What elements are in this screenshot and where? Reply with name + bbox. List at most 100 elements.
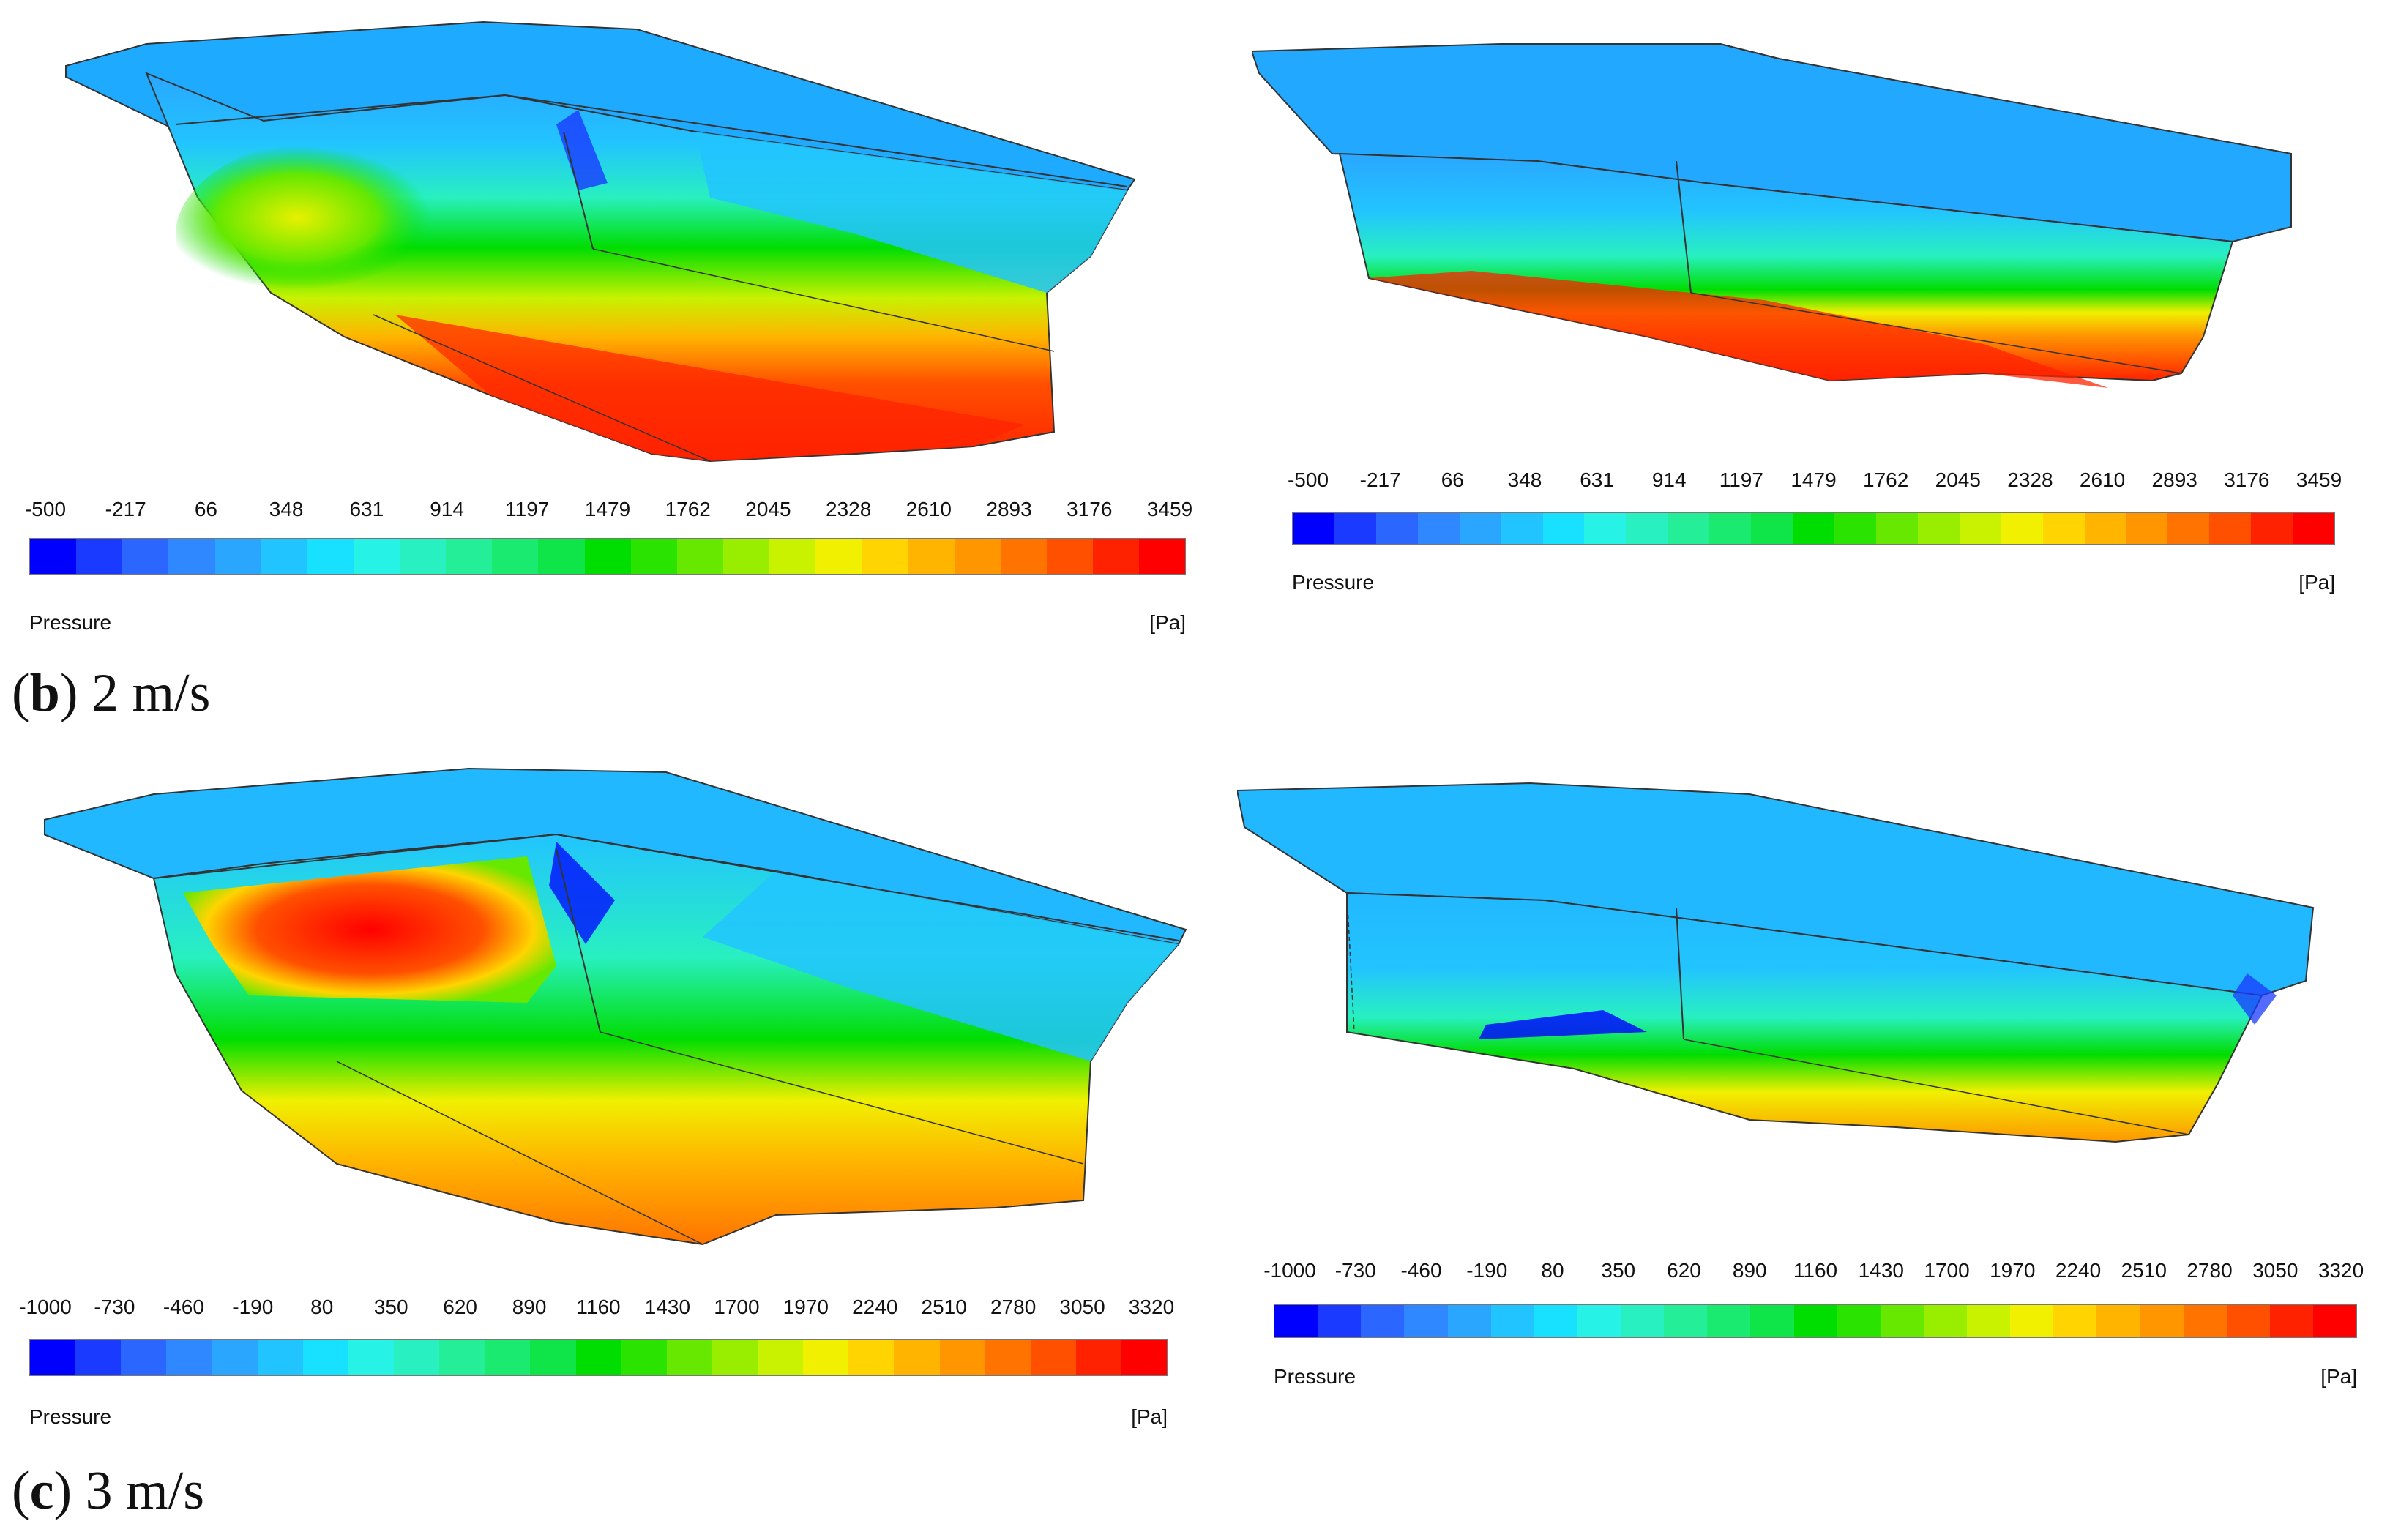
colorbar-tick-label: -217 [1359,468,1401,491]
colorbar-tick-label: -730 [94,1296,135,1318]
colorbar-swatch [2126,513,2168,544]
colorbar-tick-label: -190 [232,1296,274,1318]
colorbar-swatch [722,539,769,574]
hull-surface-c-right [1237,782,2315,1143]
colorbar-tick-label: 1430 [644,1296,691,1318]
colorbar-quantity-label: Pressure [29,1405,112,1428]
colorbar-swatch [985,1340,1031,1375]
colorbar-tick-label: 2045 [1935,468,1981,491]
colorbar-swatch [302,1340,348,1375]
colorbar-swatch [1751,513,1793,544]
colorbar-swatch [75,1340,122,1375]
colorbar-swatch [1293,513,1334,544]
colorbar-tick-label: 1479 [1790,468,1837,491]
colorbar-swatch [348,1340,394,1375]
colorbar-swatch [1361,1305,1405,1337]
colorbar-tick-label: -500 [24,498,67,520]
colorbar-tick-label: -1000 [19,1296,72,1318]
colorbar-swatch [2001,513,2043,544]
hull-contour-b-right [1252,29,2335,410]
colorbar-swatch [2209,513,2252,544]
colorbar-swatch [30,539,77,574]
colorbar-tick-label: 3176 [1067,498,1113,520]
colorbar-quantity-label: Pressure [1292,571,1375,594]
colorbar-swatch [758,1340,804,1375]
colorbar-tick-label: -190 [1466,1259,1508,1282]
colorbar-tick-label: 631 [1580,468,1614,491]
colorbar-swatch [168,539,215,574]
colorbar-tick-label: 1479 [584,498,631,520]
caption-c-text: 3 m/s [72,1461,205,1521]
colorbar-ticks: -500 -217 66 348 631 914 1197 1479 1762 2045 2328 2… [1288,468,2342,498]
colorbar-legend-c-left: -1000 -730 -460 -190 80 350 620 890 1160 1430 1700… [19,1296,1174,1435]
colorbar-tick-label: 2780 [2187,1259,2233,1282]
colorbar-tick-label: -460 [163,1296,204,1318]
colorbar-swatch [1577,1305,1621,1337]
colorbar-tick-label: 66 [1441,468,1464,491]
colorbar-tick-label: 350 [1601,1259,1636,1282]
colorbar-tick-label: 2893 [2151,468,2197,491]
colorbar-tick-label: 914 [430,498,464,520]
colorbar-swatch [630,539,677,574]
colorbar-swatch [400,539,447,574]
colorbar-swatch [1490,1305,1534,1337]
colorbar-swatch [212,1340,258,1375]
colorbar-tick-label: 890 [512,1296,547,1318]
colorbar-swatch [1750,1305,1794,1337]
hull-surface-b-right [1252,43,2292,388]
colorbar-tick-label: 1160 [1793,1259,1838,1282]
colorbar-tick-label: 2893 [986,498,1032,520]
colorbar-swatch [2226,1305,2270,1337]
colorbar-tick-label: 2510 [921,1296,967,1318]
colorbar-unit-label: [Pa] [2320,1365,2357,1388]
colorbar-swatch [2010,1305,2054,1337]
colorbar-swatch [1875,513,1918,544]
colorbar-tick-label: -1000 [1263,1259,1316,1282]
colorbar-swatch [2313,1305,2357,1337]
colorbar-tick-label: 1160 [576,1296,621,1318]
colorbar-swatch [1447,1305,1491,1337]
colorbar-swatch [1046,539,1093,574]
colorbar-tick-label: 2610 [905,498,952,520]
colorbar-tick-label: 2328 [825,498,872,520]
colorbar-tick-label: -217 [105,498,146,520]
colorbar-swatch [1917,513,1960,544]
colorbar-tick-label: 2240 [2055,1259,2102,1282]
colorbar [1292,512,2335,545]
colorbar-swatch [1534,1305,1577,1337]
caption-b: (b) 2 m/s [12,663,211,723]
colorbar-swatch [1793,513,1834,544]
colorbar-swatch [1880,1305,1924,1337]
colorbar-tick-label: 1430 [1858,1259,1904,1282]
colorbar-tick-label: 3050 [2252,1259,2298,1282]
colorbar-swatch [1075,1340,1121,1375]
colorbar-tick-label: 80 [310,1296,334,1318]
colorbar-swatch [666,1340,712,1375]
colorbar-swatch [1793,1305,1837,1337]
colorbar-swatch [712,1340,758,1375]
colorbar-tick-label: 631 [349,498,384,520]
colorbar-tick-label: 2610 [2079,468,2126,491]
colorbar-swatch [676,539,723,574]
colorbar-tick-label: 1762 [665,498,711,520]
colorbar-swatch [2293,513,2335,544]
colorbar [29,1339,1168,1376]
colorbar-swatch [1664,1305,1708,1337]
colorbar-swatch [446,539,493,574]
colorbar-tick-label: 348 [269,498,304,520]
colorbar-swatch [1834,513,1876,544]
colorbar-tick-label: -730 [1334,1259,1376,1282]
colorbar-swatch [1967,1305,2011,1337]
colorbar-swatch [1404,1305,1448,1337]
colorbar-unit-label: [Pa] [2298,571,2335,594]
colorbar-swatch [908,539,955,574]
colorbar-tick-label: 2328 [2007,468,2053,491]
colorbar-swatch [584,539,631,574]
colorbar-swatch [1709,513,1752,544]
colorbar-swatch [1837,1305,1881,1337]
colorbar-swatch [2042,513,2085,544]
colorbar-ticks: -1000 -730 -460 -190 80 350 620 890 1160 1430 1700… [19,1296,1174,1325]
caption-b-letter: b [29,663,60,723]
colorbar [29,538,1186,575]
colorbar-tick-label: 1197 [505,498,550,520]
